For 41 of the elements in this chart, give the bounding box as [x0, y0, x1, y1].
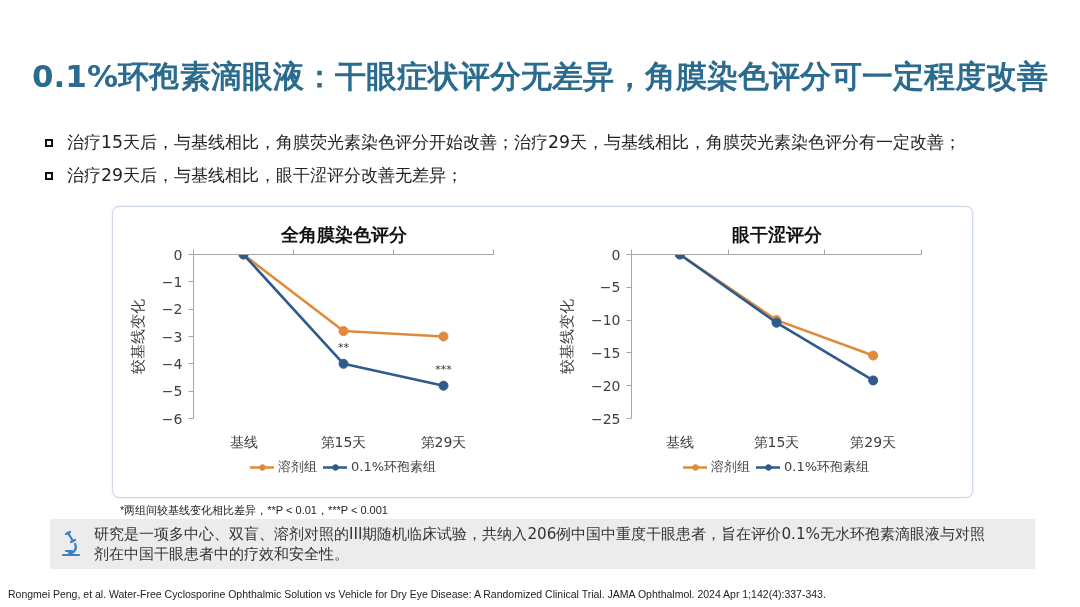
y-tick-label: −25 — [590, 410, 621, 427]
x-tick-label: 第15天 — [320, 433, 367, 450]
text: 0.1%环孢素滴眼液：干眼症状评分无差异，角膜染色评分可一定程度改善 — [31, 57, 1049, 96]
y-tick-label: −4 — [161, 355, 183, 372]
y-tick-label: −15 — [590, 344, 621, 361]
text: 研究是一项多中心、双盲、溶剂对照的III期随机临床试验，共纳入206例中国中重度干眼患者，旨在评价0.1%无水环孢素滴眼液与对照剂在中国干眼患者中的疗效和安全性。 — [94, 524, 986, 564]
point — [438, 331, 449, 342]
y-tick-label: −2 — [161, 301, 183, 318]
y-tick-label: −6 — [161, 410, 183, 427]
point — [438, 380, 449, 391]
y-axis-title: 较基线变化 — [557, 299, 576, 374]
point — [868, 375, 879, 386]
text: Rongmei Peng, et al. Water-Free Cyclosporine Ophthalmic Solution vs Vehicle for Dry Eye Disease: A Randomized Clinical Trial. JAMA Ophthalmol. 2024 Apr 1;142(4):337-343. — [7, 587, 826, 601]
text: 治疗15天后，与基线相比，角膜荧光素染色评分开始改善；治疗29天，与基线相比，角膜荧光素染色评分有一定改善； — [67, 131, 961, 155]
legend-label: 溶剂组 — [710, 458, 750, 476]
y-axis-title: 较基线变化 — [128, 299, 147, 374]
x-tick-label: 第29天 — [420, 433, 467, 450]
point — [868, 350, 879, 361]
text: 治疗29天后，与基线相比，眼干涩评分改善无差异； — [67, 164, 463, 188]
y-tick-label: −5 — [599, 279, 621, 296]
y-tick-label: −20 — [590, 377, 621, 394]
y-tick-label: −5 — [161, 383, 183, 400]
x-tick-label: 基线 — [229, 433, 258, 450]
y-tick-label: −3 — [161, 328, 183, 345]
legend-label: 溶剂组 — [277, 458, 317, 476]
y-tick-label: −10 — [590, 312, 621, 329]
x-tick-label: 第29天 — [850, 433, 897, 450]
point — [338, 326, 349, 337]
y-tick-label: 0 — [611, 246, 621, 263]
chart-title: 眼干涩评分 — [731, 223, 823, 245]
legend-label: 0.1%环孢素组 — [350, 458, 437, 476]
y-tick-label: 0 — [173, 246, 183, 263]
x-tick-label: 基线 — [665, 433, 694, 450]
point — [338, 358, 349, 369]
text: *两组间较基线变化相比差异，**P < 0.01，***P < 0.001 — [119, 503, 388, 517]
legend-label: 0.1%环孢素组 — [783, 458, 870, 476]
annotation: *** — [435, 362, 453, 376]
x-tick-label: 第15天 — [753, 433, 800, 450]
chart-title: 全角膜染色评分 — [279, 223, 408, 245]
annotation: ** — [338, 340, 350, 354]
y-tick-label: −1 — [161, 273, 183, 290]
